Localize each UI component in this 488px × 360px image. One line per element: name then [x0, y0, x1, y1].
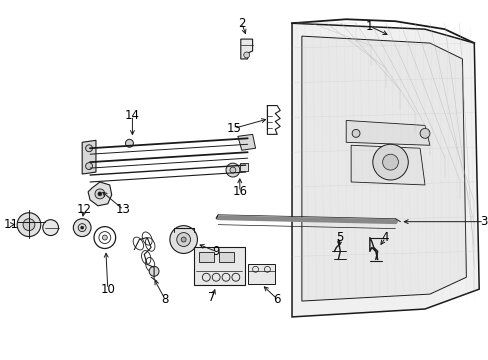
Text: 16: 16 — [232, 185, 247, 198]
Circle shape — [102, 235, 107, 240]
Polygon shape — [240, 39, 252, 59]
Polygon shape — [346, 121, 429, 145]
Circle shape — [81, 226, 83, 229]
Circle shape — [351, 129, 359, 137]
Circle shape — [78, 224, 86, 231]
Bar — [199, 252, 214, 262]
Polygon shape — [237, 134, 255, 150]
Circle shape — [176, 233, 190, 247]
Bar — [247, 264, 275, 284]
Text: 7: 7 — [208, 291, 216, 303]
Circle shape — [229, 167, 235, 173]
Text: 2: 2 — [238, 17, 245, 30]
Circle shape — [85, 163, 92, 170]
Polygon shape — [291, 23, 478, 317]
Polygon shape — [82, 140, 96, 174]
Circle shape — [95, 189, 104, 199]
Text: 4: 4 — [381, 231, 388, 244]
Text: 12: 12 — [77, 203, 91, 216]
Circle shape — [181, 237, 186, 242]
Bar — [219, 252, 233, 262]
Circle shape — [42, 220, 59, 235]
Text: 15: 15 — [226, 122, 241, 135]
Circle shape — [382, 154, 398, 170]
Polygon shape — [350, 145, 424, 185]
Polygon shape — [88, 182, 111, 206]
Circle shape — [23, 219, 35, 231]
Circle shape — [125, 139, 133, 147]
Text: 11: 11 — [4, 218, 19, 231]
Circle shape — [17, 213, 41, 237]
Polygon shape — [301, 36, 466, 301]
Text: 9: 9 — [212, 245, 220, 258]
Circle shape — [169, 226, 197, 253]
Circle shape — [419, 129, 429, 138]
Circle shape — [73, 219, 91, 237]
Text: 8: 8 — [161, 293, 168, 306]
Text: 1: 1 — [366, 20, 373, 33]
Bar — [239, 163, 247, 171]
Text: 5: 5 — [336, 231, 343, 244]
Text: 14: 14 — [124, 109, 140, 122]
Circle shape — [98, 192, 102, 196]
Text: 6: 6 — [273, 293, 281, 306]
Circle shape — [149, 266, 159, 276]
Bar — [193, 247, 244, 285]
Circle shape — [372, 144, 407, 180]
Circle shape — [243, 52, 249, 58]
Circle shape — [85, 145, 92, 152]
Text: 13: 13 — [116, 203, 131, 216]
Text: 10: 10 — [100, 283, 115, 296]
Circle shape — [225, 163, 239, 177]
Text: 3: 3 — [480, 215, 487, 228]
